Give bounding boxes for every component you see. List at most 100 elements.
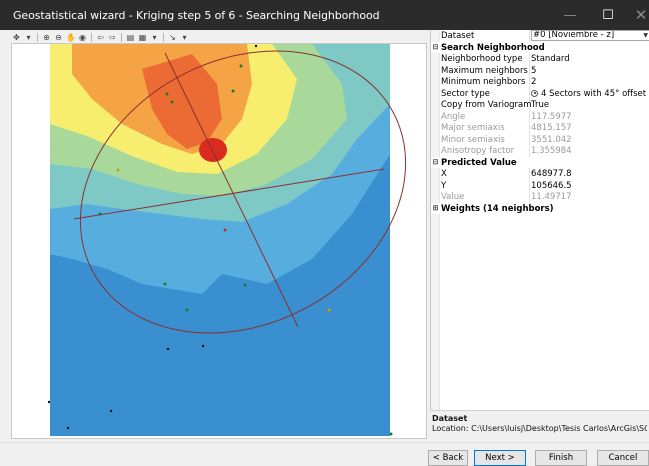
property-label: Y <box>441 180 447 191</box>
property-value: 3551.042 <box>531 134 572 145</box>
property-row-neighborhood-type[interactable]: Neighborhood type Standard <box>431 54 649 65</box>
wizard-footer: < Back Next > Finish Cancel <box>0 442 649 466</box>
property-grid: Dataset #0 [Noviembre - z] ▼ ⊟ Search Ne… <box>430 30 649 410</box>
sample-point <box>231 89 235 93</box>
category-label: Search Neighborhood <box>441 42 545 53</box>
sample-point <box>223 228 227 232</box>
identify-icon[interactable]: ↘ <box>169 32 176 42</box>
property-row-copy-from-variogram[interactable]: Copy from Variogram True <box>431 100 649 111</box>
chevron-down-icon[interactable]: ▼ <box>643 32 648 39</box>
property-value[interactable]: True <box>531 100 550 110</box>
property-row-sector-type[interactable]: Sector type 4 Sectors with 45° offset <box>431 88 649 99</box>
close-button[interactable]: ✕ <box>634 6 648 24</box>
zoom-in-icon[interactable]: ⊕ <box>43 32 50 42</box>
sample-point <box>163 282 167 286</box>
sample-point <box>327 308 331 312</box>
property-label: Major semiaxis <box>441 123 505 133</box>
select-icon[interactable]: ✥ <box>13 32 20 42</box>
sample-point <box>165 92 169 96</box>
map-toolbar: ✥ ▾ ⊕ ⊖ ✋ ◉ ⇦ ⇨ ▤ ▦ ▾ ↘ ▾ <box>12 31 428 43</box>
dropdown-arrow-icon[interactable]: ▾ <box>26 32 31 42</box>
property-label: Copy from Variogram <box>441 100 531 110</box>
back-button[interactable]: < Back <box>428 450 468 466</box>
property-value: 4815.157 <box>531 123 572 133</box>
sample-point <box>170 100 174 104</box>
expand-icon[interactable]: ⊞ <box>432 204 439 212</box>
property-label: Maximum neighbors <box>441 65 528 76</box>
prediction-surface-map[interactable] <box>12 44 427 439</box>
window-title: Geostatistical wizard - Kriging step 5 o… <box>13 8 380 22</box>
category-weights[interactable]: ⊞ Weights (14 neighbors) <box>431 203 649 214</box>
collapse-icon[interactable]: ⊟ <box>432 43 439 51</box>
forward-icon[interactable]: ⇨ <box>109 32 116 42</box>
toolbar-separator <box>121 32 122 42</box>
pan-icon[interactable]: ✋ <box>66 32 76 42</box>
sample-point <box>166 347 170 351</box>
property-label: Anisotropy factor <box>441 146 515 156</box>
zoom-out-icon[interactable]: ⊖ <box>55 32 62 42</box>
dataset-label: Dataset <box>441 30 475 41</box>
full-extent-icon[interactable]: ◉ <box>79 32 86 42</box>
dataset-row[interactable]: Dataset #0 [Noviembre - z] ▼ <box>431 30 649 41</box>
minimize-button[interactable]: — <box>563 7 577 23</box>
sample-point <box>239 64 243 68</box>
property-label: Minor semiaxis <box>441 134 505 145</box>
dropdown-arrow-icon[interactable]: ▾ <box>152 32 157 42</box>
property-value[interactable]: 4 Sectors with 45° offset <box>531 89 649 99</box>
property-value[interactable]: 5 <box>531 65 537 76</box>
sample-point <box>243 283 247 287</box>
map-view[interactable] <box>11 43 427 439</box>
description-text: Location: C:\Users\luisj\Desktop\Tesis C… <box>432 424 647 433</box>
property-row-angle[interactable]: Angle 117.5977 <box>431 111 649 122</box>
legend-icon[interactable]: ▦ <box>138 32 147 42</box>
title-bar: Geostatistical wizard - Kriging step 5 o… <box>0 0 649 30</box>
toolbar-separator <box>37 32 38 42</box>
sample-points <box>47 44 393 436</box>
property-grid-gutter <box>431 30 440 410</box>
surface-red-orange-zone <box>142 54 222 149</box>
property-label: Angle <box>441 111 466 122</box>
sample-point <box>389 432 393 436</box>
property-row-anisotropy-factor[interactable]: Anisotropy factor 1.355984 <box>431 146 649 157</box>
export-icon[interactable]: ▤ <box>126 32 135 42</box>
kriging-surface <box>50 44 390 436</box>
property-label: X <box>441 169 447 179</box>
collapse-icon[interactable]: ⊟ <box>432 158 439 166</box>
category-label: Predicted Value <box>441 157 517 168</box>
maximize-button[interactable]: ☐ <box>602 7 614 23</box>
property-row-minimum-neighbors[interactable]: Minimum neighbors 2 <box>431 77 649 88</box>
back-icon[interactable]: ⇦ <box>97 32 104 42</box>
cancel-button[interactable]: Cancel <box>597 450 649 466</box>
dataset-dropdown[interactable]: #0 [Noviembre - z] ▼ <box>531 30 649 41</box>
property-value[interactable]: Standard <box>531 54 570 64</box>
property-row-value[interactable]: Value 11.49717 <box>431 192 649 203</box>
property-column-divider <box>529 30 530 213</box>
property-value[interactable]: 2 <box>531 77 537 87</box>
property-label: Minimum neighbors <box>441 77 526 87</box>
property-row-minor-semiaxis[interactable]: Minor semiaxis 3551.042 <box>431 134 649 145</box>
surface-red-peak <box>199 138 227 162</box>
property-value: 1.355984 <box>531 146 572 156</box>
radio-selected-icon[interactable] <box>531 89 538 97</box>
property-label: Value <box>441 192 465 202</box>
property-row-x[interactable]: X 648977.8 <box>431 169 649 180</box>
sample-point <box>98 212 102 216</box>
property-row-y[interactable]: Y 105646.5 <box>431 180 649 191</box>
property-value: 117.5977 <box>531 111 572 122</box>
description-title: Dataset <box>432 414 468 423</box>
sample-point <box>254 44 258 48</box>
property-value[interactable]: 648977.8 <box>531 169 572 179</box>
property-value[interactable]: 105646.5 <box>531 180 572 191</box>
toolbar-separator <box>91 32 92 42</box>
dropdown-arrow-icon[interactable]: ▾ <box>182 32 187 42</box>
property-row-maximum-neighbors[interactable]: Maximum neighbors 5 <box>431 65 649 76</box>
category-label: Weights (14 neighbors) <box>441 203 554 214</box>
next-button[interactable]: Next > <box>474 450 526 466</box>
category-search-neighborhood[interactable]: ⊟ Search Neighborhood <box>431 42 649 53</box>
property-row-major-semiaxis[interactable]: Major semiaxis 4815.157 <box>431 123 649 134</box>
property-label: Neighborhood type <box>441 54 523 64</box>
sample-point <box>201 344 205 348</box>
category-predicted-value[interactable]: ⊟ Predicted Value <box>431 157 649 168</box>
finish-button[interactable]: Finish <box>535 450 587 466</box>
